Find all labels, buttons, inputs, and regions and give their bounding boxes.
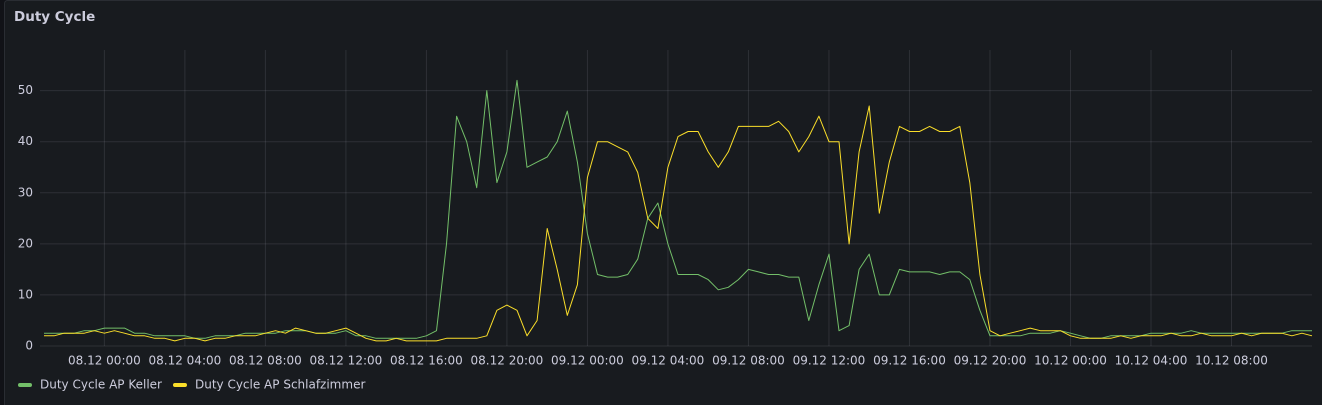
y-tick-label: 10 (18, 287, 33, 301)
x-tick-label: 09.12 04:00 (632, 354, 705, 368)
y-tick-label: 30 (18, 185, 33, 199)
legend-label: Duty Cycle AP Keller (40, 378, 162, 392)
x-tick-label: 10.12 04:00 (1115, 354, 1188, 368)
panel-title: Duty Cycle (14, 9, 95, 25)
y-tick-label: 40 (18, 134, 33, 148)
series-line (44, 105, 1313, 342)
x-tick-label: 08.12 12:00 (310, 354, 383, 368)
legend-swatch (18, 383, 32, 387)
y-tick-label: 0 (25, 339, 33, 353)
x-tick-label: 10.12 08:00 (1195, 354, 1268, 368)
x-tick-label: 08.12 04:00 (149, 354, 222, 368)
x-tick-label: 09.12 12:00 (793, 354, 866, 368)
y-tick-label: 50 (18, 83, 33, 97)
x-tick-label: 09.12 00:00 (551, 354, 624, 368)
x-tick-label: 09.12 16:00 (873, 354, 946, 368)
legend-label: Duty Cycle AP Schlafzimmer (195, 378, 365, 392)
y-tick-label: 20 (18, 236, 33, 250)
x-tick-label: 10.12 00:00 (1034, 354, 1107, 368)
x-tick-label: 09.12 20:00 (954, 354, 1027, 368)
x-tick-label: 09.12 08:00 (712, 354, 785, 368)
panel-frame (4, 0, 1322, 405)
x-tick-label: 08.12 20:00 (471, 354, 544, 368)
x-tick-label: 08.12 08:00 (229, 354, 302, 368)
x-tick-label: 08.12 00:00 (68, 354, 141, 368)
x-tick-label: 08.12 16:00 (390, 354, 463, 368)
legend-swatch (172, 383, 187, 387)
